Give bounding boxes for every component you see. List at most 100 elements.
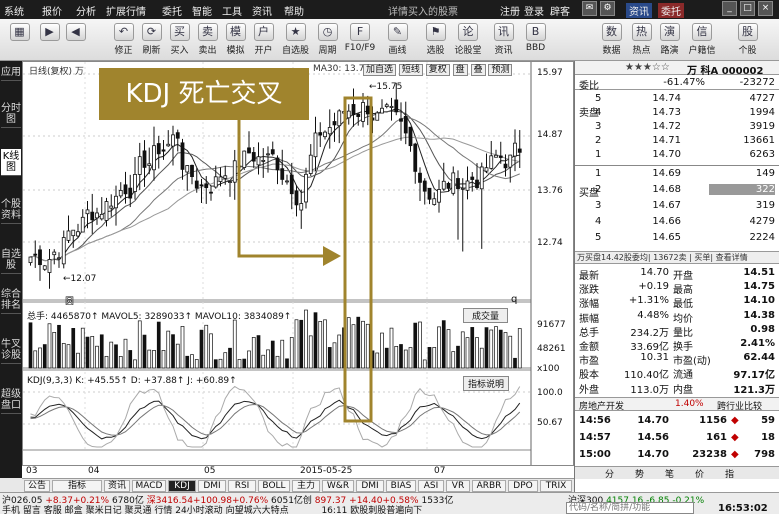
tab-dpo[interactable]: DPO [508,480,538,492]
sidebar-item-apps[interactable]: 应用 [1,65,21,81]
register-link[interactable]: 注册 [500,7,520,18]
maximize-icon[interactable]: □ [740,1,755,16]
forward-icon[interactable]: ▶ [36,23,63,43]
forecast-button[interactable]: 预测 [488,64,513,76]
menu-smart[interactable]: 智能 [192,7,212,18]
industry-compare-link[interactable]: 跨行业比较 [717,402,763,412]
hs300-label[interactable]: 沪深300 [568,496,604,506]
footer-news-1[interactable]: 向望城六大特点 [225,506,289,516]
menu-help[interactable]: 帮助 [284,7,304,18]
pan-button[interactable]: 盘 [452,64,468,76]
add-favorite-button[interactable]: 加自选 [363,64,397,76]
buy-row[interactable]: 2 14.68 322 [591,184,779,197]
panel-tab-price[interactable]: 价 [695,470,705,480]
grid-icon[interactable]: ▦ [6,23,33,43]
indicator-help-button[interactable]: 指标说明 [463,376,510,391]
cyb-index[interactable]: 897.37 +14.40+0.58% [314,496,419,506]
tab-wr[interactable]: W&R [322,480,354,492]
buy-row[interactable]: 4 14.66 4279 [591,216,779,229]
sell-row[interactable]: 4 14.73 1994 [591,107,779,120]
tab-indicator[interactable]: 指标 [52,480,102,492]
sidebar-item-profile[interactable]: 个股资料 [1,197,21,224]
back-icon[interactable]: ◀ [62,23,89,43]
sell-row[interactable]: 2 14.71 13661 [591,135,779,148]
panel-tab-trend[interactable]: 势 [635,470,645,480]
tab-dmi[interactable]: DMI [198,480,226,492]
news-button[interactable]: 资讯 [626,3,652,18]
minimize-icon[interactable]: _ [722,1,737,16]
sell-button[interactable]: 卖卖出 [197,23,218,56]
order-button[interactable]: 委托 [658,3,684,18]
sidebar-item-level2[interactable]: 超级盘口 [1,387,21,414]
footer-24h-link[interactable]: 24小时滚动 [175,506,223,516]
buy-row[interactable]: 1 14.69 149 [591,168,779,181]
login-link[interactable]: 登录 [524,7,544,18]
trade-row[interactable]: 万买盘14.42股委均| 13672卖 | 买单| 查看详情 [575,251,779,264]
mail-icon[interactable]: ✉ [582,1,597,16]
forum-button[interactable]: 论论股堂 [454,23,482,56]
sell-row[interactable]: 3 14.72 3919 [591,121,779,134]
buy-row[interactable]: 3 14.67 319 [591,200,779,213]
footer-news-2[interactable]: 16:11 欧股刺股普遍向下 [321,506,423,516]
tab-main-force[interactable]: 主力 [292,480,320,492]
draw-button[interactable]: ✎ 画线 [387,23,408,56]
tab-news[interactable]: 资讯 [104,480,130,492]
tab-trix[interactable]: TRIX [540,480,572,492]
stock-filter-button[interactable]: ⚑ 选股 [425,23,446,56]
sidebar-item-kline[interactable]: K线图 [1,149,21,176]
menu-order[interactable]: 委托 [162,7,182,18]
industry-name[interactable]: 房地产开发 [579,402,625,412]
bbd-button[interactable]: B BBD [525,23,546,53]
menu-extended-quote[interactable]: 扩展行情 [106,7,146,18]
buy-button[interactable]: 买买入 [169,23,190,56]
hot-button[interactable]: 热热点 [631,23,652,56]
footer-quote-link[interactable]: 行情 [154,506,173,516]
menu-news[interactable]: 资讯 [252,7,272,18]
menu-system[interactable]: 系统 [4,7,24,18]
sidebar-item-diagnosis[interactable]: 牛叉诊股 [1,337,21,364]
footer-service-link[interactable]: 客服 [43,506,62,516]
settings-icon[interactable]: ⚙ [600,1,615,16]
panel-tab-index[interactable]: 指 [725,470,735,480]
footer-diary-link[interactable]: 聚米日记 [85,506,122,516]
menu-quote[interactable]: 报价 [42,7,62,18]
panel-tab-trades[interactable]: 笔 [665,470,675,480]
favorites-button[interactable]: ★ 自选股 [282,23,310,56]
sidebar-item-watchlist[interactable]: 自选股 [1,247,21,274]
footer-mailbox-link[interactable]: 邮盒 [64,506,83,516]
stock-button[interactable]: 股个股 [737,23,758,56]
tab-vr[interactable]: VR [446,480,470,492]
sidebar-item-ranking[interactable]: 综合排名 [1,287,21,314]
refresh-button[interactable]: ⟳ 刷新 [141,23,162,56]
tab-macd[interactable]: MACD [132,480,166,492]
f10-button[interactable]: F F10/F9 [344,23,376,53]
menu-tools[interactable]: 工具 [222,7,242,18]
news-toolbar-button[interactable]: 讯资讯 [493,23,514,56]
data-button[interactable]: 数数据 [601,23,622,56]
adjust-button[interactable]: 复权 [425,64,450,76]
volume-indicator-select[interactable]: 成交量 [463,308,509,323]
tab-arbr[interactable]: ARBR [472,480,506,492]
short-term-button[interactable]: 短线 [398,64,423,76]
sh-index[interactable]: 沪026.05 [2,496,43,506]
menu-analysis[interactable]: 分析 [76,7,96,18]
tab-announcement[interactable]: 公告 [24,480,50,492]
tab-bias[interactable]: BIAS [386,480,416,492]
tab-rsi[interactable]: RSI [228,480,256,492]
roadshow-button[interactable]: 演路演 [659,23,680,56]
footer-jlt-link[interactable]: 聚灵通 [124,506,152,516]
simulate-button[interactable]: 模模拟 [225,23,246,56]
sidebar-item-intraday[interactable]: 分时图 [1,101,21,128]
panel-tab-minute[interactable]: 分 [605,470,615,480]
buy-row[interactable]: 5 14.65 2224 [591,232,779,245]
tab-kdj[interactable]: KDJ [168,480,196,492]
period-button[interactable]: ◷ 周期 [317,23,338,56]
kline-chart[interactable]: 日线(复权) 万 MA30: 13.78 加自选 短线 复权 盘 叠 预测 15… [22,61,574,466]
stock-search-input[interactable] [566,502,694,514]
open-account-button[interactable]: 户开户 [253,23,274,56]
sell-row[interactable]: 5 14.74 4727 [591,93,779,106]
footer-mobile-link[interactable]: 手机 [2,506,21,516]
sell-row[interactable]: 1 14.70 6263 [591,149,779,162]
tab-dmi-2[interactable]: DMI [356,480,384,492]
tab-asi[interactable]: ASI [418,480,444,492]
